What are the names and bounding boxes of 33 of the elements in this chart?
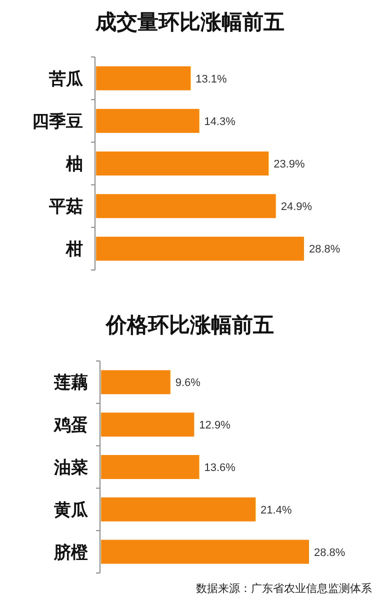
data-label: 24.9% (280, 201, 312, 214)
bar (101, 540, 309, 564)
y-tick-label: 莲藕 (53, 373, 88, 392)
chart-title: 成交量环比涨幅前五 (94, 10, 284, 34)
bar (96, 236, 304, 261)
bar (101, 455, 200, 479)
bar (101, 497, 256, 522)
bar (96, 152, 269, 176)
data-label: 21.4% (260, 504, 292, 516)
source-note: 数据来源：广东省农业信息监测体系 (196, 582, 372, 595)
y-tick-label: 黄瓜 (53, 500, 89, 520)
bar (96, 66, 191, 90)
y-tick-label: 脐橙 (53, 542, 89, 562)
data-label: 13.1% (196, 73, 228, 86)
chart-title: 价格环比涨幅前五 (105, 314, 274, 337)
data-label: 28.8% (314, 546, 346, 559)
data-label: 12.9% (199, 420, 231, 432)
data-label: 9.6% (175, 377, 201, 390)
data-label: 13.6% (204, 462, 236, 474)
data-label: 23.9% (274, 158, 306, 170)
y-tick-label: 四季豆 (32, 112, 83, 131)
y-tick-label: 苦瓜 (48, 69, 84, 88)
y-tick-label: 平菇 (48, 197, 83, 216)
bar (101, 370, 170, 394)
bar (96, 108, 200, 133)
data-label: 14.3% (204, 116, 236, 128)
bar (96, 194, 276, 218)
data-label: 28.8% (309, 244, 340, 256)
y-tick-label: 鸡蛋 (53, 416, 88, 435)
y-tick-label: 油菜 (53, 458, 88, 477)
bar (101, 412, 194, 437)
y-tick-label: 柑 (65, 240, 83, 259)
y-tick-label: 柚 (65, 154, 83, 174)
